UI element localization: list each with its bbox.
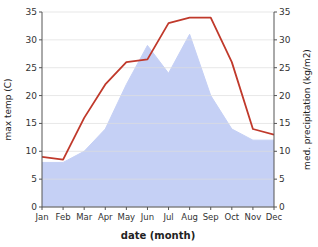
y-tick-label: 20 [26, 91, 38, 101]
x-tick-label: Jan [34, 212, 48, 222]
line-layer [42, 18, 274, 160]
y2-axis-label: med. precipitation (kg/m2) [302, 49, 312, 170]
y2-tick-label: 5 [279, 174, 285, 184]
grid-line [42, 67, 274, 68]
y-tick-label: 25 [26, 63, 37, 73]
y2-tick-label: 30 [279, 35, 291, 45]
y2-tick-label: 20 [279, 91, 291, 101]
y-axis-line [42, 12, 43, 207]
y-tick-label: 35 [26, 7, 37, 17]
grid-line [42, 12, 274, 13]
x-axis-line [42, 207, 274, 208]
y2-tick-label: 10 [279, 146, 291, 156]
grid-line [42, 123, 274, 124]
y-tick-label: 30 [26, 35, 38, 45]
x-tick-label: Aug [181, 212, 198, 222]
x-axis-label: date (month) [121, 230, 195, 241]
precipitation-area [42, 34, 274, 207]
temperature-line [42, 18, 274, 160]
grid-line [42, 179, 274, 180]
x-tick-label: Apr [98, 212, 113, 222]
y2-axis-line [274, 12, 275, 207]
y2-tick-label: 35 [279, 7, 290, 17]
x-tick-label: Oct [224, 212, 239, 222]
x-tick-label: Jun [140, 212, 154, 222]
chart: 0 5 10 15 20 25 30 35 0 5 10 15 20 25 30 35 Jan Feb Mar Apr… [0, 0, 318, 247]
y2-tick-label: 15 [279, 118, 290, 128]
x-tick-label: Sep [203, 212, 219, 222]
grid-line [42, 207, 274, 208]
x-tick-label: May [118, 212, 136, 222]
y-tick-label: 15 [26, 118, 37, 128]
x-tick-label: Feb [56, 212, 71, 222]
y-tick-label: 5 [31, 174, 37, 184]
axes: 0 5 10 15 20 25 30 35 0 5 10 15 20 25 30 35 Jan Feb Mar Apr… [3, 7, 312, 241]
grid-line [42, 151, 274, 152]
grid-line [42, 95, 274, 96]
area-layer [42, 34, 274, 207]
y2-tick-label: 25 [279, 63, 290, 73]
y-tick-label: 0 [31, 202, 37, 212]
y-tick-label: 10 [26, 146, 38, 156]
y2-tick-label: 0 [279, 202, 285, 212]
y-axis-label: max temp (C) [3, 78, 13, 140]
x-tick-label: Dec [266, 212, 283, 222]
grid [42, 12, 274, 207]
x-tick-label: Nov [245, 212, 262, 222]
x-tick-label: Mar [76, 212, 93, 222]
x-tick-label: Jul [162, 212, 173, 222]
